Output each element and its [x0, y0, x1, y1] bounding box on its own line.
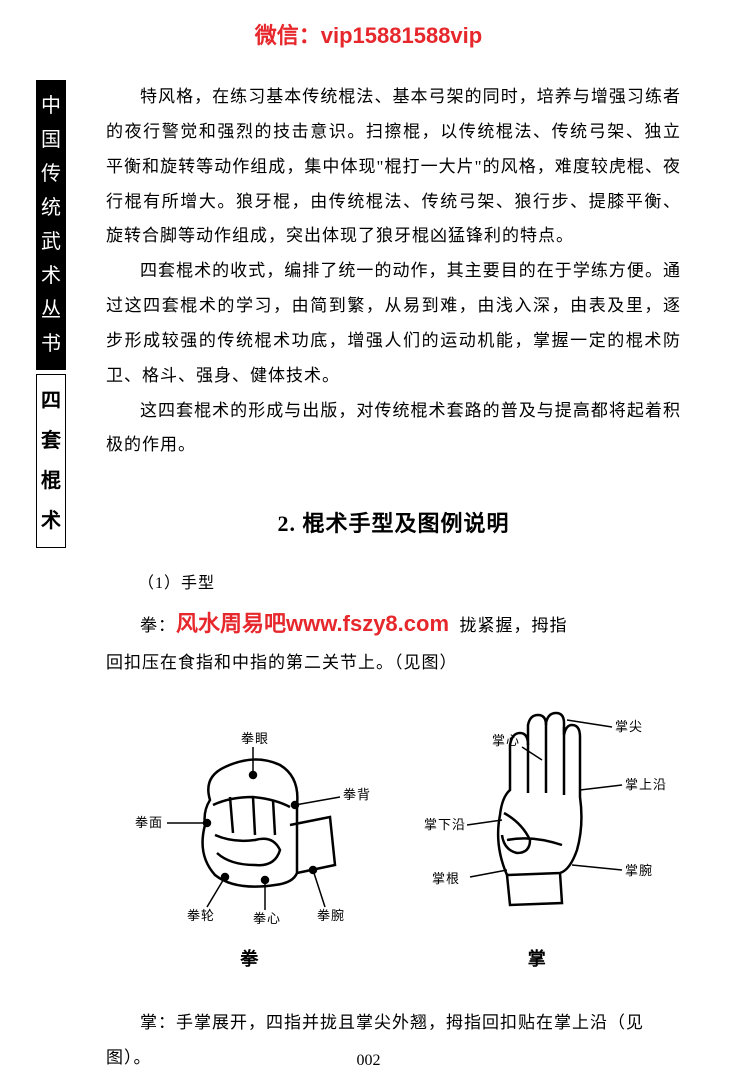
- sidebar-char: 中: [41, 91, 61, 121]
- fist-label-wrist: 拳腕: [317, 908, 345, 923]
- sidebar-char: 统: [41, 193, 61, 223]
- fist-definition-line1: 拳：风水周易吧www.fszy8.com 拢紧握，拇指: [106, 601, 681, 646]
- sidebar-char: 棍: [41, 465, 61, 497]
- main-content: 特风格，在练习基本传统棍法、基本弓架的同时，培养与增强习练者的夜行警觉和强烈的技…: [106, 80, 681, 1076]
- palm-label-wrist: 掌腕: [625, 863, 653, 878]
- palm-label-upper-edge: 掌上沿: [625, 777, 667, 792]
- section-title: 2. 棍术手型及图例说明: [106, 501, 681, 546]
- paragraph-3: 这四套棍术的形成与出版，对传统棍术套路的普及与提高都将起着积极的作用。: [106, 394, 681, 464]
- sidebar-char: 传: [41, 159, 61, 189]
- palm-label-root: 掌根: [432, 871, 460, 886]
- paragraph-2: 四套棍术的收式，编排了统一的动作，其主要目的在于学练方便。通过这四套棍术的学习，…: [106, 254, 681, 393]
- sidebar-char: 四: [41, 385, 61, 417]
- palm-label-tip: 掌尖: [615, 719, 643, 734]
- sidebar-char: 书: [41, 329, 61, 359]
- sidebar-char: 术: [41, 505, 61, 537]
- palm-label-center: 掌心: [492, 733, 520, 748]
- sidebar-char: 丛: [41, 295, 61, 325]
- fist-label-back: 拳背: [343, 787, 371, 802]
- sidebar-char: 套: [41, 425, 61, 457]
- palm-label-lower-edge: 掌下沿: [424, 817, 466, 832]
- fist-label-top: 拳眼: [241, 731, 269, 746]
- url-watermark: 风水周易吧www.fszy8.com: [176, 611, 449, 636]
- sidebar-char: 武: [41, 227, 61, 257]
- palm-figure: 掌尖 掌心 掌上沿 掌腕 掌下沿 掌根: [412, 705, 662, 925]
- caption-palm: 掌: [412, 941, 662, 978]
- figure-row: 拳眼 拳面 拳背 拳轮 拳心 拳腕: [106, 705, 681, 925]
- sidebar: 中 国 传 统 武 术 丛 书 四 套 棍 术: [36, 80, 66, 548]
- paragraph-1: 特风格，在练习基本传统棍法、基本弓架的同时，培养与增强习练者的夜行警觉和强烈的技…: [106, 80, 681, 254]
- book-title-vertical: 四 套 棍 术: [36, 374, 66, 548]
- fist-suffix: 拢紧握，拇指: [460, 616, 568, 635]
- fist-label-wheel: 拳轮: [187, 908, 215, 923]
- figure-captions: 拳 掌: [106, 941, 681, 978]
- fist-label-face: 拳面: [135, 815, 163, 830]
- subsection-label: （1）手型: [106, 568, 681, 601]
- fist-prefix: 拳：: [140, 616, 176, 635]
- fist-figure: 拳眼 拳面 拳背 拳轮 拳心 拳腕: [125, 705, 375, 925]
- page-number: 002: [0, 1052, 737, 1070]
- fist-definition-line2: 回扣压在食指和中指的第二关节上。（见图）: [106, 646, 681, 681]
- sidebar-char: 术: [41, 261, 61, 291]
- sidebar-char: 国: [41, 125, 61, 155]
- wechat-watermark: 微信：vip15881588vip: [0, 18, 737, 50]
- series-title-vertical: 中 国 传 统 武 术 丛 书: [36, 80, 66, 370]
- fist-label-heart: 拳心: [253, 911, 281, 925]
- caption-fist: 拳: [125, 941, 375, 978]
